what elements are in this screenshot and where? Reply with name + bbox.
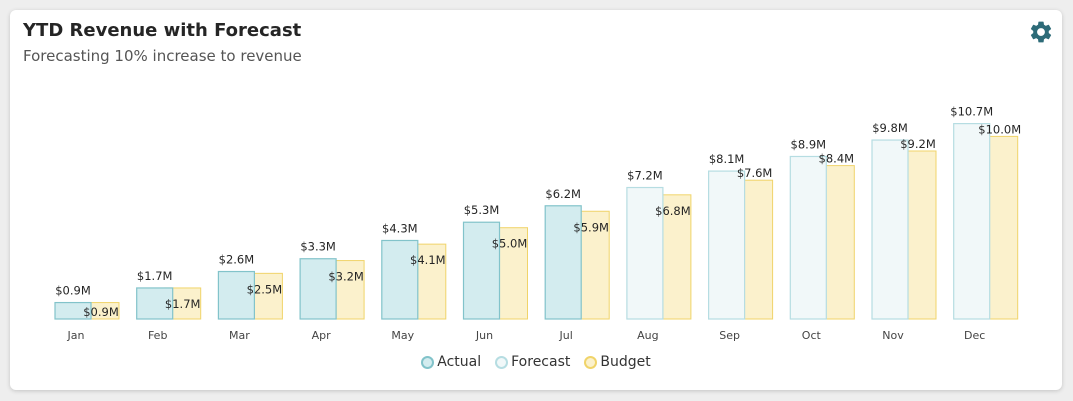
bar-actual-jul (544, 205, 582, 320)
chart-subtitle: Forecasting 10% increase to revenue (23, 47, 302, 65)
legend-item-budget[interactable]: Budget (584, 354, 651, 370)
data-label-budget-oct: $8.4M (819, 152, 855, 166)
x-tick-label-apr: Apr (312, 329, 332, 342)
x-tick-label-mar: Mar (229, 329, 250, 342)
bar-actual-may (381, 239, 419, 320)
revenue-bar-chart: $0.9M $0.9M Jan $1.7M $1.7M Feb $2.6M $2.5M Mar $… (54, 105, 1021, 342)
data-label-actual-apr: $3.3M (300, 240, 336, 254)
x-tick-label-sep: Sep (719, 329, 740, 342)
data-label-budget-may: $4.1M (410, 253, 446, 267)
data-label-forecast-sep: $8.1M (709, 152, 745, 166)
bar-forecast-aug (626, 186, 664, 320)
x-tick-label-may: May (391, 329, 414, 342)
chart-title: YTD Revenue with Forecast (23, 20, 302, 41)
x-tick-label-jun: Jun (475, 329, 493, 342)
x-tick-label-dec: Dec (964, 329, 985, 342)
data-label-actual-may: $4.3M (382, 221, 418, 235)
x-tick-label-aug: Aug (637, 329, 658, 342)
data-label-budget-dec: $10.0M (978, 122, 1021, 136)
data-label-budget-aug: $6.8M (655, 204, 691, 218)
bar-forecast-nov (871, 139, 909, 320)
x-tick-label-jan: Jan (67, 329, 85, 342)
x-tick-label-oct: Oct (802, 329, 822, 342)
bar-forecast-dec (953, 123, 991, 320)
bar-actual-feb (136, 287, 174, 320)
chart-legend: Actual Forecast Budget (10, 351, 1062, 373)
data-label-forecast-nov: $9.8M (872, 121, 908, 135)
bar-actual-jun (462, 221, 501, 320)
x-tick-label-jul: Jul (559, 329, 573, 342)
bar-actual-mar (217, 270, 255, 320)
data-label-forecast-oct: $8.9M (791, 137, 827, 151)
gear-icon[interactable] (1028, 19, 1054, 45)
x-tick-label-feb: Feb (148, 329, 167, 342)
chart-card: YTD Revenue with Forecast Forecasting 10… (10, 10, 1062, 390)
bar-forecast-sep (707, 170, 746, 320)
legend-swatch-actual (421, 355, 435, 369)
legend-item-actual[interactable]: Actual (421, 354, 481, 370)
data-label-budget-jun: $5.0M (492, 237, 528, 251)
bar-actual-apr (299, 258, 337, 320)
data-label-budget-sep: $7.6M (737, 166, 773, 180)
legend-item-forecast[interactable]: Forecast (495, 354, 570, 370)
data-label-forecast-aug: $7.2M (627, 169, 663, 183)
data-label-actual-mar: $2.6M (219, 253, 255, 267)
data-label-budget-nov: $9.2M (900, 137, 936, 151)
bar-forecast-oct (789, 155, 827, 320)
legend-swatch-forecast (495, 355, 509, 369)
data-label-actual-feb: $1.7M (137, 269, 173, 283)
x-tick-label-nov: Nov (882, 329, 904, 342)
data-label-actual-jan: $0.9M (55, 284, 91, 298)
legend-label-budget: Budget (600, 354, 651, 370)
data-label-budget-jul: $5.9M (573, 220, 609, 234)
data-label-actual-jun: $5.3M (464, 203, 500, 217)
data-label-budget-apr: $3.2M (328, 270, 364, 284)
data-label-budget-mar: $2.5M (247, 282, 283, 296)
bar-actual-jan (54, 301, 92, 320)
data-label-budget-feb: $1.7M (165, 297, 201, 311)
legend-swatch-budget (584, 355, 598, 369)
data-label-budget-jan: $0.9M (83, 305, 119, 319)
data-label-forecast-dec: $10.7M (950, 105, 993, 119)
legend-label-forecast: Forecast (511, 354, 571, 370)
data-label-actual-jul: $6.2M (545, 187, 581, 201)
legend-label-actual: Actual (437, 354, 482, 370)
